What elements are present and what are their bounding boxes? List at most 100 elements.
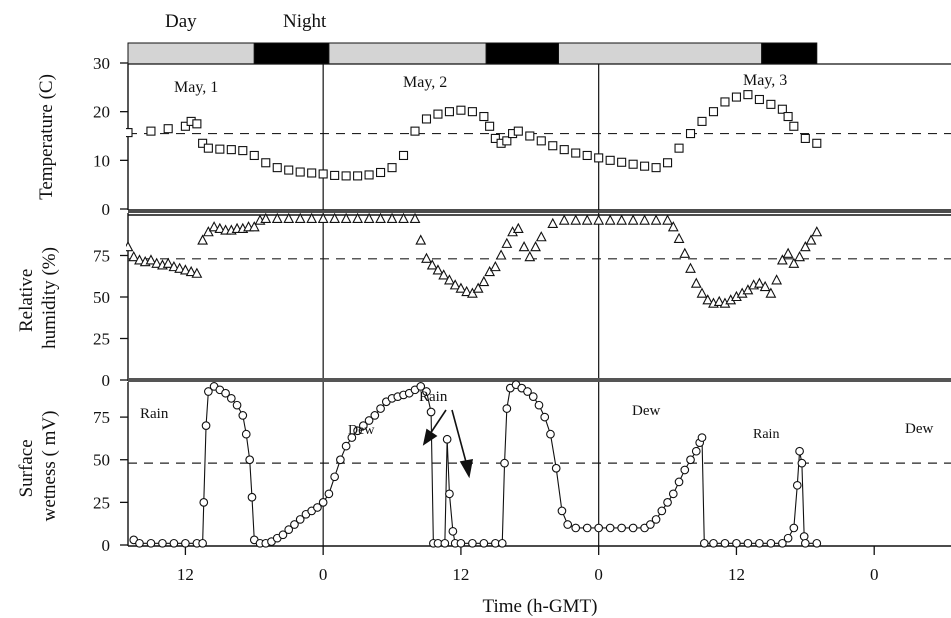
- wetness-point: [657, 506, 667, 516]
- humidity-point: [690, 277, 702, 288]
- wetness-point: [582, 523, 592, 533]
- wetness-point: [797, 458, 807, 468]
- wetness-point: [456, 538, 466, 548]
- wetness-point: [617, 523, 626, 533]
- humidity-point: [765, 287, 777, 298]
- temperature-point: [341, 171, 351, 181]
- humidity-point: [317, 212, 329, 224]
- humidity-point: [179, 264, 191, 275]
- wetness-point: [551, 463, 561, 473]
- temperature-point: [674, 143, 684, 153]
- temperature-point: [617, 157, 627, 167]
- wetness-point: [135, 538, 144, 548]
- wetness-point: [295, 515, 305, 524]
- temperature-point: [203, 143, 213, 153]
- wetness-point: [732, 538, 741, 548]
- wetness-point: [204, 387, 213, 396]
- humidity-point: [386, 212, 398, 224]
- wetness-point: [500, 458, 509, 468]
- wetness-point: [442, 434, 452, 444]
- humidity-point: [174, 262, 186, 273]
- humidity-point: [466, 287, 478, 298]
- day-night-segment-day: [328, 42, 487, 65]
- panel-2-ytick-label: 25: [93, 493, 110, 512]
- humidity-point: [799, 241, 811, 252]
- temperature-point: [720, 97, 730, 107]
- temperature-point: [594, 153, 604, 163]
- temperature-point: [754, 94, 764, 105]
- humidity-point: [771, 274, 783, 285]
- humidity-point: [478, 275, 490, 287]
- temperature-point: [640, 161, 650, 171]
- wetness-point: [557, 506, 567, 516]
- wetness-point: [645, 520, 655, 529]
- x-axis-title: Time (h-GMT): [483, 596, 598, 617]
- wetness-point: [563, 520, 573, 529]
- humidity-point: [432, 264, 444, 275]
- humidity-point: [283, 212, 295, 224]
- ylabel-humidity: Relative humidity (%): [16, 247, 60, 349]
- temperature-point: [628, 159, 638, 169]
- wetness-point: [278, 530, 288, 540]
- date-may-3: May, 3: [743, 72, 787, 89]
- humidity-point: [702, 294, 714, 305]
- wetness-point: [502, 404, 512, 413]
- temperature-point: [249, 150, 259, 161]
- wetness-point: [680, 465, 690, 475]
- panel-1-ytick-label: 0: [102, 371, 111, 390]
- temperature-point: [387, 163, 397, 173]
- humidity-point: [650, 214, 662, 225]
- wetness-point: [241, 429, 251, 439]
- wetness-point: [686, 455, 695, 465]
- temperature-point: [812, 138, 822, 148]
- wetness-point: [445, 489, 454, 499]
- wetness-point: [691, 446, 701, 456]
- temperature-point: [685, 129, 696, 139]
- temperature-point: [479, 111, 489, 122]
- rain-arrow-2-head: [459, 459, 474, 479]
- ylabel-temperature: Temperature (C): [36, 74, 57, 200]
- wetness-point: [800, 538, 810, 548]
- panel-0-ytick-label: 0: [102, 200, 111, 219]
- humidity-point: [535, 231, 547, 242]
- wetness-point: [605, 523, 615, 533]
- temperature-point: [651, 163, 661, 173]
- day-night-bar: [127, 42, 818, 65]
- humidity-point: [294, 212, 306, 224]
- humidity-point: [375, 212, 386, 224]
- wetness-point: [324, 489, 334, 499]
- ylabel-humidity-line2: humidity (%): [39, 247, 60, 349]
- humidity-point: [604, 214, 616, 225]
- wetness-point: [755, 538, 764, 548]
- temperature-point: [146, 126, 156, 136]
- ylabel-wetness-line1: Surface: [16, 439, 37, 497]
- day-night-segment-day: [127, 42, 255, 65]
- humidity-point: [673, 232, 685, 243]
- rain-label-3: Rain: [753, 427, 779, 442]
- humidity-point: [260, 212, 272, 224]
- date-may-2: May, 2: [403, 74, 447, 91]
- temperature-point: [126, 128, 133, 138]
- wetness-point: [697, 433, 707, 442]
- temperature-point: [261, 158, 271, 168]
- humidity-point: [168, 260, 180, 272]
- humidity-point: [788, 257, 800, 268]
- wetness-point: [232, 400, 242, 410]
- panel-0-ytick-label: 10: [93, 151, 110, 170]
- day-night-segment-day: [558, 42, 763, 65]
- temperature-point: [444, 107, 454, 117]
- humidity-point: [558, 214, 570, 225]
- dew-label-3: Dew: [905, 421, 933, 437]
- panel-1-ytick-label: 25: [93, 330, 110, 349]
- rain-label-2: Rain: [419, 389, 448, 405]
- wetness-point: [247, 492, 257, 502]
- temperature-point: [559, 145, 569, 155]
- temperature-point: [605, 155, 615, 165]
- wetness-point: [318, 498, 328, 507]
- humidity-point: [530, 241, 541, 252]
- humidity-point: [197, 234, 209, 245]
- wetness-point: [284, 525, 294, 535]
- wetness-point: [290, 520, 299, 529]
- wetness-point: [199, 498, 209, 507]
- humidity-point: [426, 259, 438, 270]
